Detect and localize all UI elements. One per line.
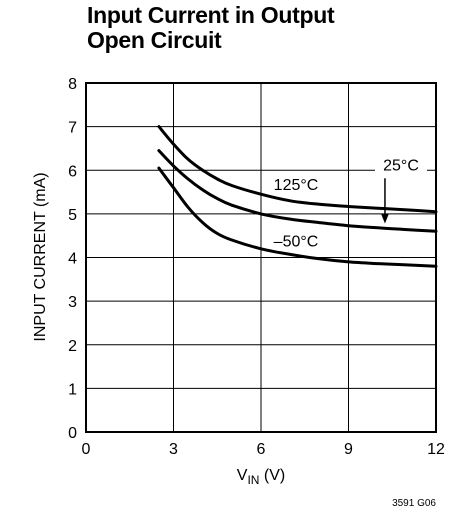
arrow-head bbox=[380, 213, 389, 224]
figure-code: 3591 G06 bbox=[392, 498, 436, 509]
x-tick-label: 9 bbox=[344, 441, 353, 458]
y-tick-label: 7 bbox=[68, 120, 77, 137]
x-tick-label: 3 bbox=[169, 441, 178, 458]
series-lines bbox=[157, 125, 438, 268]
y-axis-label: INPUT CURRENT (mA) bbox=[32, 172, 49, 341]
y-tick-label: 4 bbox=[68, 251, 77, 268]
annotation-label: –50°C bbox=[274, 234, 319, 251]
series-line-0 bbox=[157, 125, 438, 214]
plot-frame bbox=[85, 82, 437, 433]
x-axis-label: VIN (V) bbox=[237, 467, 285, 487]
series-line-2 bbox=[157, 166, 438, 268]
y-tick-label: 8 bbox=[68, 76, 77, 93]
grid bbox=[85, 82, 437, 433]
annotation-label-background bbox=[375, 156, 427, 177]
x-axis-label-unit: (V) bbox=[259, 467, 285, 484]
y-tick-label: 2 bbox=[68, 338, 77, 355]
y-tick-labels: 0 1 2 3 4 5 6 7 8 bbox=[68, 76, 77, 442]
y-tick-label: 1 bbox=[68, 381, 77, 398]
annotation-arrow bbox=[380, 178, 389, 224]
series-line-1 bbox=[157, 149, 438, 233]
chart-title: Input Current in Output Open Circuit bbox=[87, 3, 387, 53]
x-tick-label: 12 bbox=[427, 441, 445, 458]
x-axis-label-subscript: IN bbox=[247, 473, 259, 487]
x-tick-label: 6 bbox=[257, 441, 266, 458]
y-tick-label: 3 bbox=[68, 294, 77, 311]
y-tick-label: 6 bbox=[68, 163, 77, 180]
x-tick-label: 0 bbox=[82, 441, 91, 458]
annotation-label: 25°C bbox=[383, 157, 419, 174]
x-axis-label-main: V bbox=[237, 467, 248, 484]
chart-title-line-2: Open Circuit bbox=[87, 27, 222, 53]
y-tick-label: 5 bbox=[68, 207, 77, 224]
y-tick-label: 0 bbox=[68, 425, 77, 442]
x-tick-labels: 0 3 6 9 12 bbox=[82, 441, 445, 458]
chart-title-line-1: Input Current in Output bbox=[87, 2, 335, 28]
annotation-label: 125°C bbox=[274, 177, 319, 194]
annotations: 125°C 25°C –50°C bbox=[274, 156, 427, 251]
